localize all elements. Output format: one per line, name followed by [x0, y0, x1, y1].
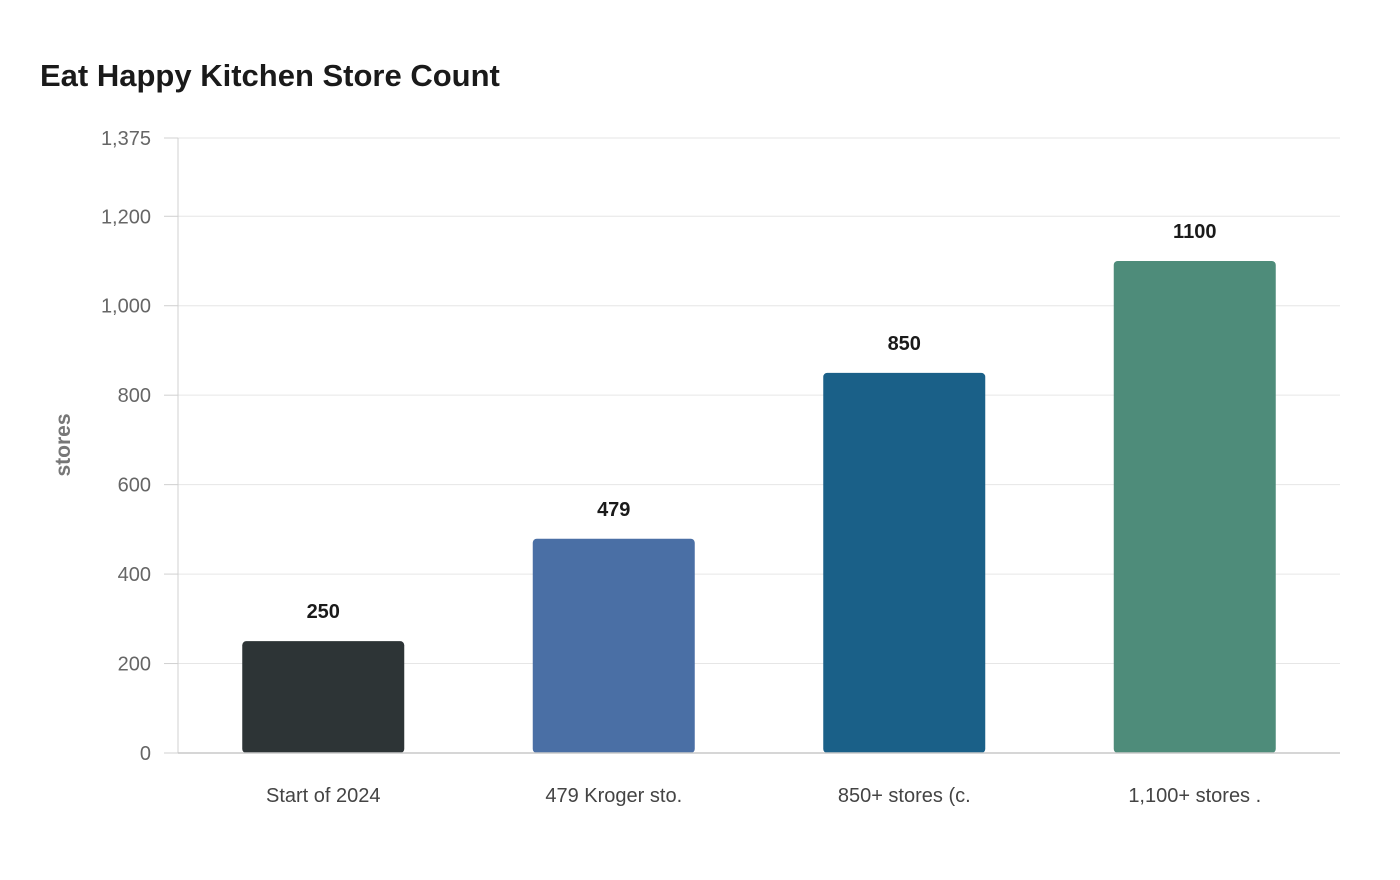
value-labels: 250 479 850 1100 [307, 221, 1217, 623]
y-axis-title: stores [52, 413, 75, 476]
bar [532, 538, 695, 753]
y-tick-label: 1,375 [101, 128, 151, 150]
value-label: 850 [888, 333, 921, 355]
y-axis-ticks: 0 200 400 600 800 1,000 1,200 1,375 [101, 128, 151, 765]
x-category-label: 479 Kroger sto. [545, 785, 682, 807]
bar [823, 372, 986, 753]
value-label: 479 [597, 499, 630, 521]
y-tick-label: 0 [140, 743, 151, 765]
y-tick-label: 600 [118, 475, 151, 497]
y-tick-label: 400 [118, 564, 151, 586]
y-tick-label: 200 [118, 654, 151, 676]
y-tick-label: 800 [118, 385, 151, 407]
x-category-label: Start of 2024 [266, 785, 381, 807]
chart-title: Eat Happy Kitchen Store Count [40, 58, 500, 93]
y-tick-label: 1,200 [101, 206, 151, 228]
y-tick-label: 1,000 [101, 296, 151, 318]
x-category-label: 850+ stores (c. [838, 785, 971, 807]
bar [242, 641, 405, 753]
value-label: 250 [307, 601, 340, 623]
value-label: 1100 [1173, 221, 1216, 243]
bars [242, 261, 1276, 753]
x-axis-categories: Start of 2024 479 Kroger sto. 850+ stores … [266, 785, 1261, 807]
bar [1113, 261, 1276, 753]
x-category-label: 1,100+ stores . [1128, 785, 1261, 807]
